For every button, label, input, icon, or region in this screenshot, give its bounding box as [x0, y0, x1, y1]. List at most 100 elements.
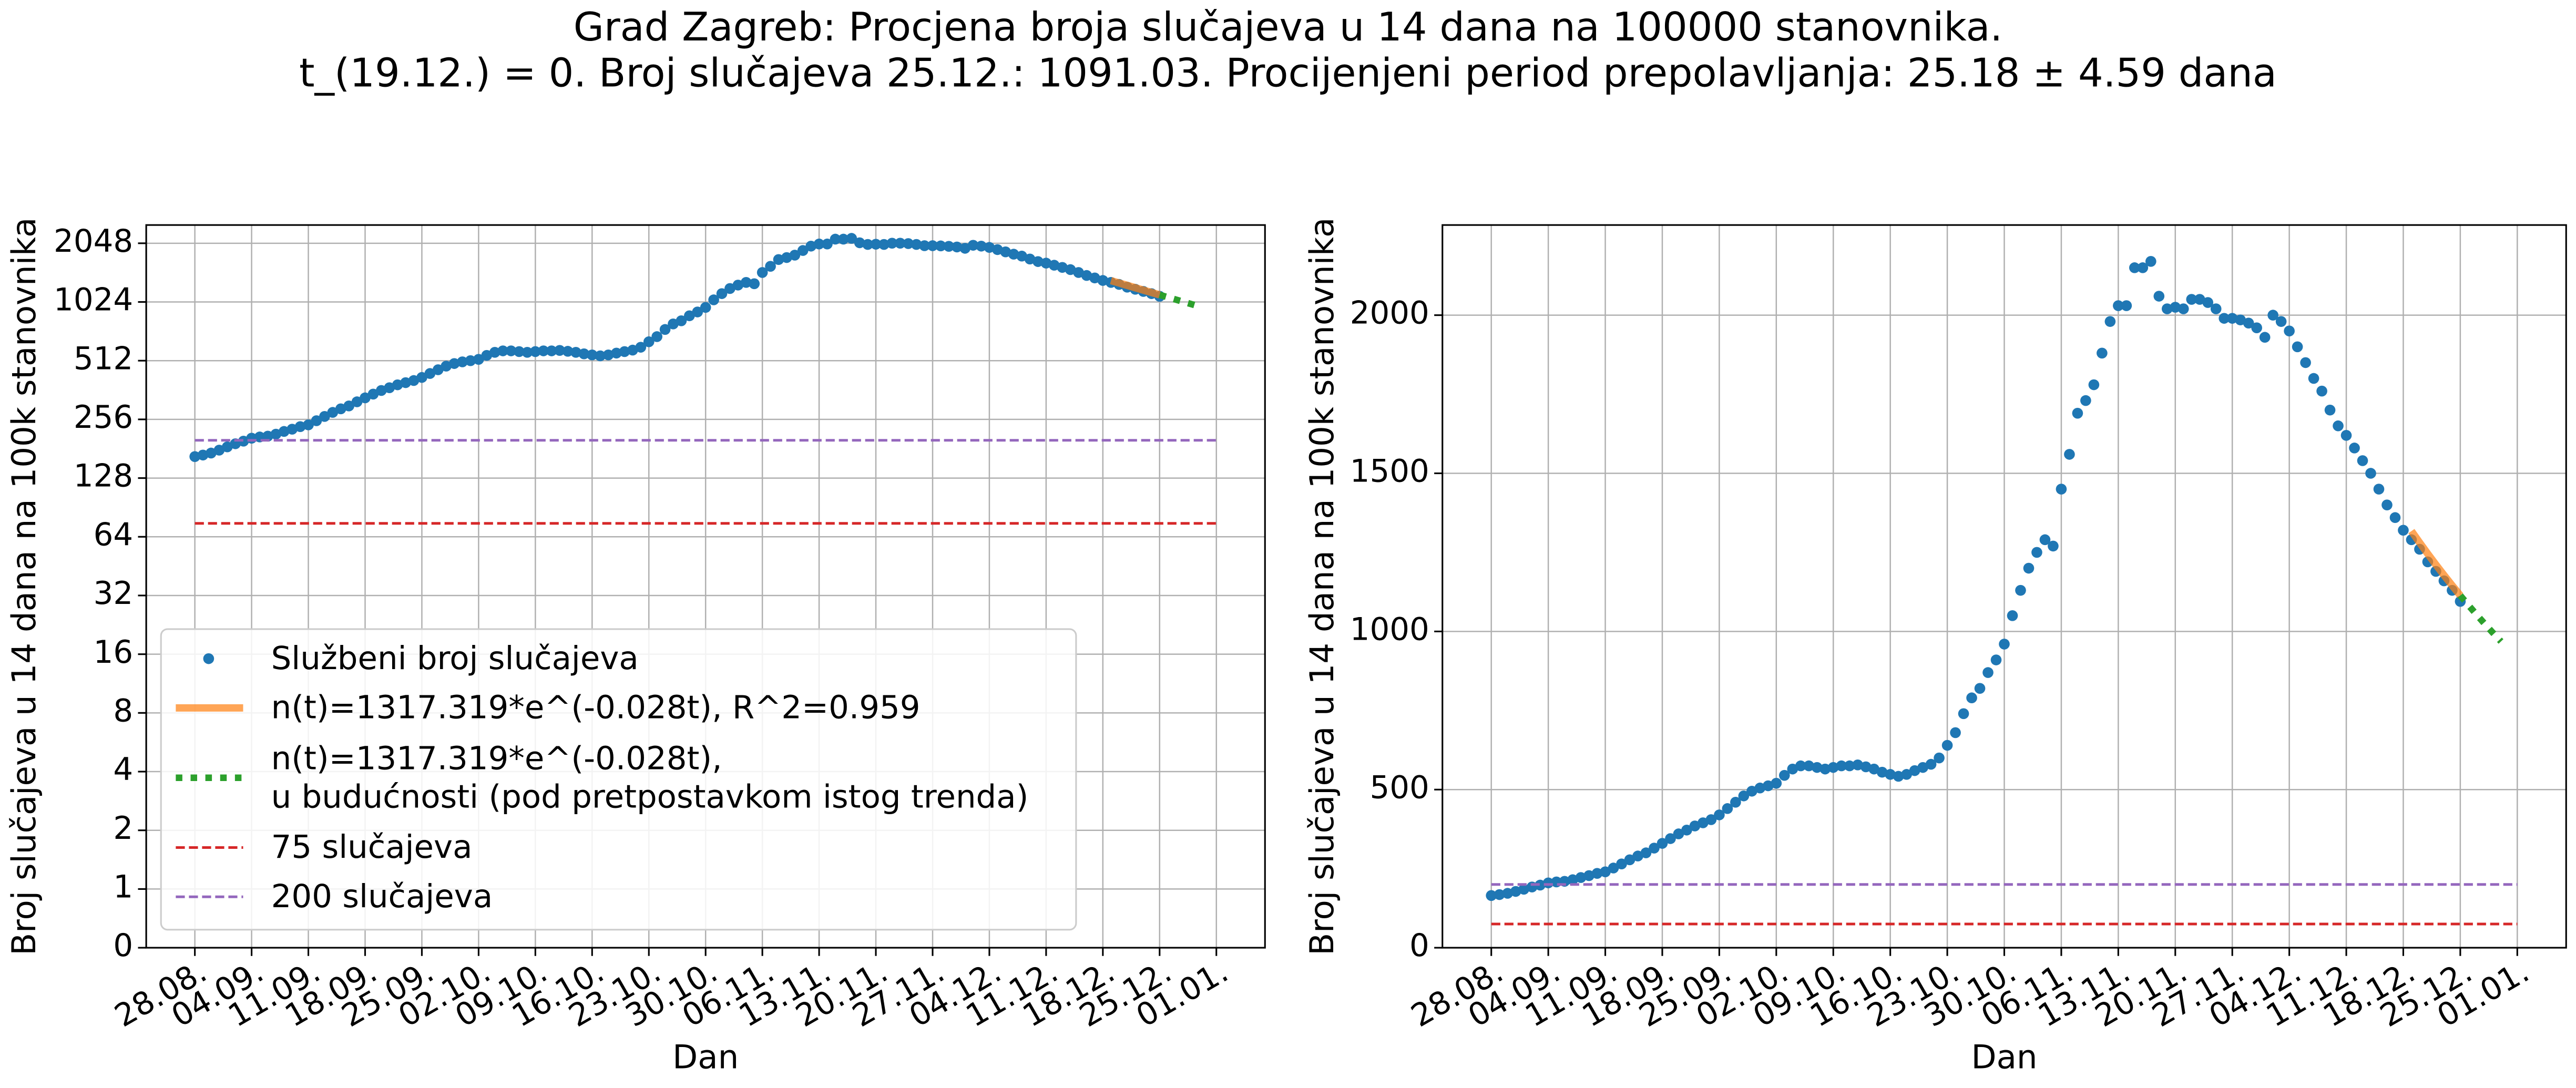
- legend-label: 200 slučajeva: [271, 878, 493, 915]
- data-point: [327, 407, 339, 418]
- data-point: [457, 356, 468, 367]
- y-tick-label: 4: [113, 752, 133, 788]
- data-point: [1591, 868, 1603, 879]
- data-point: [1966, 692, 1977, 704]
- y-tick-label: 1: [113, 869, 133, 906]
- data-point: [716, 288, 728, 299]
- data-point: [1033, 256, 1044, 267]
- data-point: [749, 278, 760, 290]
- data-point: [1510, 886, 1521, 897]
- data-point: [2048, 540, 2059, 552]
- data-point: [311, 415, 322, 426]
- data-point: [514, 346, 525, 357]
- data-point: [838, 233, 849, 245]
- data-point: [2267, 310, 2278, 321]
- data-point: [343, 401, 354, 412]
- data-point: [2145, 256, 2156, 267]
- data-point: [2080, 395, 2091, 406]
- y-tick-label: 64: [94, 517, 134, 553]
- data-point: [708, 294, 719, 305]
- data-point: [424, 368, 436, 379]
- data-point: [1583, 870, 1594, 881]
- legend: Službeni broj slučajeva n(t)=1317.319*e^(…: [160, 628, 1077, 931]
- x-axis-label: Dan: [672, 1038, 739, 1076]
- data-point: [2113, 300, 2124, 311]
- data-point: [1698, 817, 1709, 828]
- data-point: [2243, 317, 2254, 329]
- data-point: [2186, 294, 2197, 305]
- x-axis-label: Dan: [1971, 1038, 2037, 1076]
- data-point: [2357, 455, 2368, 466]
- data-point: [1917, 762, 1928, 773]
- figure-subtitle: t_(19.12.) = 0. Broj slučajeva 25.12.: 1…: [299, 49, 2277, 96]
- data-point: [1860, 761, 1872, 773]
- y-tick-label: 2048: [54, 223, 133, 260]
- data-point: [1868, 763, 1879, 775]
- data-point: [1958, 708, 1969, 720]
- series-line: [2408, 529, 2463, 598]
- data-point: [967, 240, 979, 251]
- data-point: [595, 350, 606, 362]
- data-point: [2178, 303, 2189, 314]
- data-point: [2373, 484, 2385, 495]
- data-point: [303, 419, 314, 430]
- data-point: [360, 392, 371, 404]
- data-point: [1575, 872, 1587, 883]
- data-point: [1901, 769, 1912, 780]
- data-point: [1763, 780, 1774, 792]
- data-point: [1990, 654, 2002, 665]
- data-point: [1771, 777, 1782, 789]
- data-point: [700, 302, 711, 313]
- data-point: [1778, 769, 1790, 781]
- data-point: [692, 306, 703, 317]
- y-tick-label: 1024: [54, 282, 133, 319]
- y-axis-label: Broj slučajeva u 14 dana na 100k stanovn…: [1303, 218, 1341, 956]
- y-tick-label: 128: [74, 458, 133, 495]
- figure-title: Grad Zagreb: Procjena broja slučajeva u …: [574, 4, 2003, 50]
- data-point: [1502, 888, 1513, 899]
- legend-label: n(t)=1317.319*e^(-0.028t), R^2=0.959: [271, 689, 921, 726]
- data-point: [2129, 262, 2140, 273]
- data-point: [951, 241, 963, 253]
- data-point: [927, 240, 938, 251]
- data-point: [602, 349, 614, 361]
- data-point: [2015, 584, 2026, 596]
- data-point: [1811, 762, 1823, 773]
- data-point: [2308, 373, 2319, 384]
- y-tick-label: 0: [113, 928, 133, 964]
- data-point: [1787, 763, 1798, 775]
- data-point: [538, 345, 549, 356]
- data-point: [2251, 322, 2262, 334]
- data-point: [2300, 357, 2311, 368]
- data-point: [1909, 765, 1920, 776]
- y-tick-label: 8: [113, 693, 133, 729]
- y-tick-label: 512: [74, 341, 133, 377]
- data-point: [1950, 727, 1961, 738]
- data-point: [1689, 820, 1701, 832]
- data-point: [870, 239, 882, 250]
- data-point: [2097, 347, 2108, 359]
- data-point: [1494, 889, 1505, 900]
- data-point: [757, 267, 768, 278]
- data-point: [1600, 866, 1611, 878]
- data-point: [2039, 534, 2051, 546]
- data-point: [578, 348, 590, 360]
- legend-label: n(t)=1317.319*e^(-0.028t), u budućnosti (…: [271, 740, 1029, 815]
- data-point: [903, 238, 914, 249]
- plot-area: [189, 233, 1217, 525]
- data-point: [1567, 874, 1578, 886]
- data-point: [651, 331, 662, 342]
- y-tick-label: 0: [1409, 928, 1429, 964]
- data-point: [1518, 884, 1529, 895]
- data-point: [505, 345, 517, 356]
- data-point: [351, 396, 363, 407]
- data-point: [1803, 760, 1815, 772]
- y-tick-label: 1000: [1350, 611, 1429, 648]
- data-point: [2007, 610, 2018, 621]
- data-point: [943, 241, 955, 252]
- data-point: [392, 379, 403, 391]
- data-point: [530, 346, 541, 357]
- data-point: [2072, 407, 2083, 419]
